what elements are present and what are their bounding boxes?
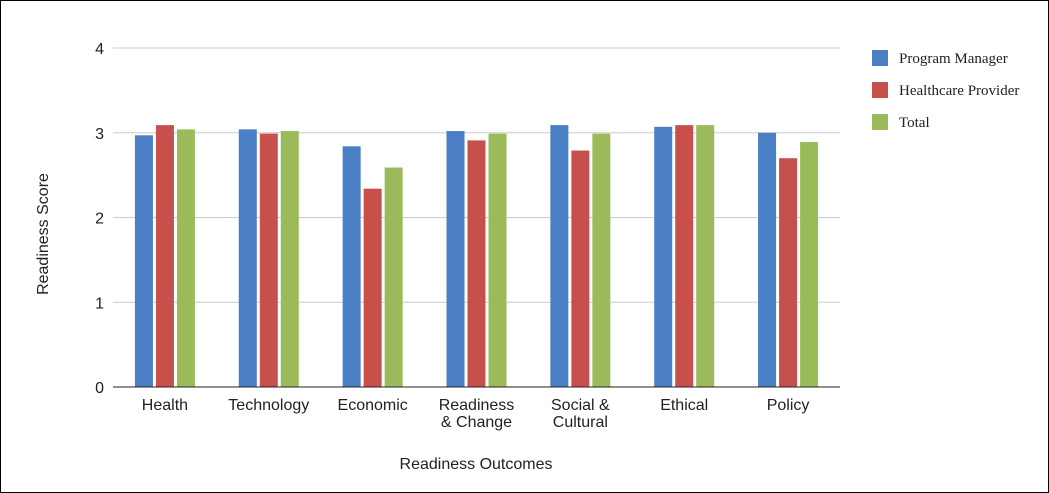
bar-program-manager-3 bbox=[446, 131, 465, 387]
legend-swatch bbox=[872, 82, 888, 98]
bars bbox=[134, 125, 819, 388]
bar-program-manager-1 bbox=[238, 129, 257, 388]
x-tick-label-line: Readiness bbox=[439, 397, 515, 414]
x-tick-label: Social & Cultural bbox=[551, 397, 610, 431]
x-tick-label: Technology bbox=[228, 397, 309, 414]
x-tick-label-line: Policy bbox=[767, 397, 810, 414]
x-tick-label-line: Ethical bbox=[660, 397, 708, 414]
y-tick-label: 2 bbox=[95, 211, 104, 228]
bar-total-1 bbox=[280, 131, 299, 387]
bar-healthcare-provider-3 bbox=[467, 140, 486, 387]
bar-healthcare-provider-1 bbox=[259, 133, 278, 387]
bar-healthcare-provider-6 bbox=[779, 158, 798, 387]
x-tick-label: Ethical bbox=[660, 397, 708, 414]
x-tick-label-line: Technology bbox=[228, 397, 309, 414]
bar-total-2 bbox=[384, 167, 403, 387]
legend-label: Total bbox=[899, 115, 930, 131]
legend-label: Healthcare Provider bbox=[899, 83, 1019, 99]
bar-total-3 bbox=[488, 133, 507, 387]
x-tick-label: Readiness & Change bbox=[439, 397, 515, 431]
x-tick-label-line: Health bbox=[142, 397, 188, 414]
x-tick-label: Policy bbox=[767, 397, 810, 414]
x-axis-tick-labels: Health Technology Economic Readiness & Chang… bbox=[142, 397, 810, 431]
legend: Program Manager Healthcare Provider Total bbox=[872, 50, 1019, 131]
bar-program-manager-6 bbox=[758, 132, 777, 387]
bar-healthcare-provider-0 bbox=[155, 125, 174, 387]
x-axis-title: Readiness Outcomes bbox=[400, 456, 553, 473]
bar-total-4 bbox=[592, 133, 611, 387]
x-tick-label-line: & Change bbox=[441, 414, 512, 431]
x-tick-label: Health bbox=[142, 397, 188, 414]
x-tick-label: Economic bbox=[338, 397, 408, 414]
bar-program-manager-4 bbox=[550, 125, 569, 387]
x-tick-label-line: Social & bbox=[551, 397, 610, 414]
legend-label: Program Manager bbox=[899, 51, 1008, 67]
y-axis-tick-labels: 0 1 2 3 4 bbox=[95, 41, 104, 397]
bar-program-manager-0 bbox=[134, 135, 153, 387]
legend-swatch bbox=[872, 114, 888, 130]
bar-total-6 bbox=[800, 142, 819, 387]
y-tick-label: 4 bbox=[95, 41, 104, 58]
bar-total-5 bbox=[696, 125, 715, 387]
bar-program-manager-5 bbox=[654, 126, 673, 387]
x-tick-label-line: Economic bbox=[338, 397, 408, 414]
y-axis-title: Readiness Score bbox=[35, 173, 52, 295]
bar-healthcare-provider-2 bbox=[363, 188, 382, 387]
bar-total-0 bbox=[176, 129, 195, 388]
bar-healthcare-provider-5 bbox=[675, 125, 694, 387]
legend-swatch bbox=[872, 50, 888, 66]
x-tick-label-line: Cultural bbox=[553, 414, 608, 431]
y-tick-label: 3 bbox=[95, 126, 104, 143]
bar-program-manager-2 bbox=[342, 146, 361, 387]
bar-healthcare-provider-4 bbox=[571, 150, 590, 387]
y-tick-label: 1 bbox=[95, 295, 104, 312]
y-tick-label: 0 bbox=[95, 380, 104, 397]
